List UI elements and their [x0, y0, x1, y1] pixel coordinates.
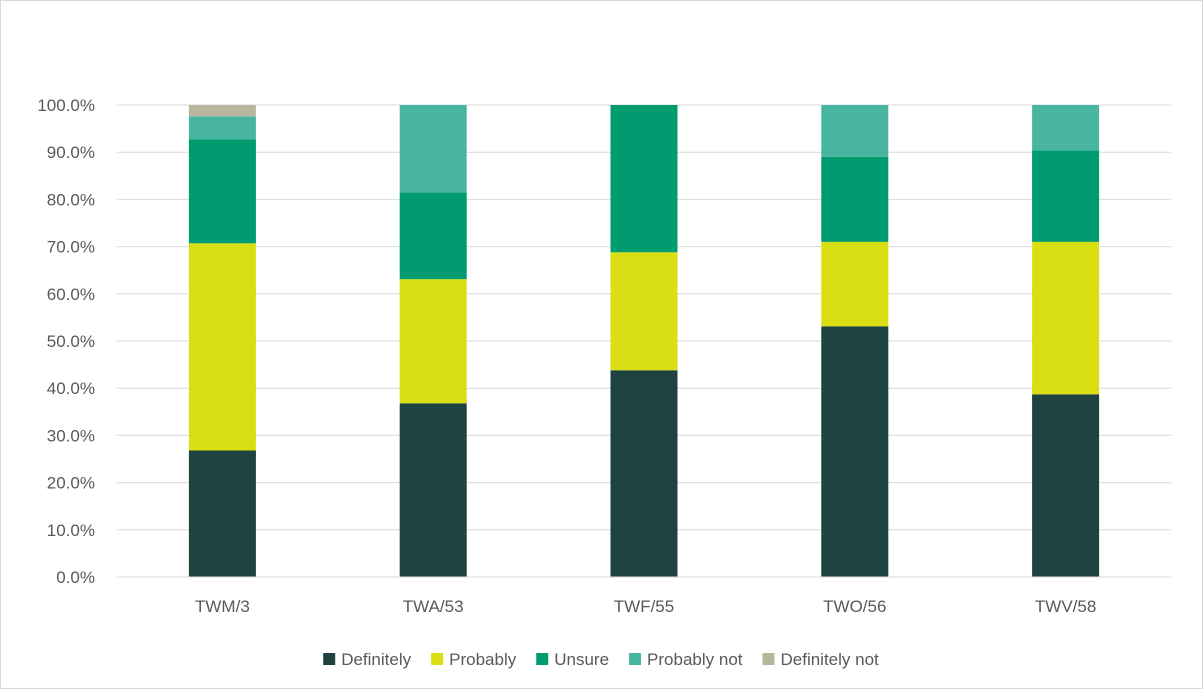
- y-tick-label: 50.0%: [47, 332, 95, 351]
- bar-segment: [821, 105, 889, 157]
- legend-swatch: [629, 653, 642, 665]
- bar-segment: [610, 105, 678, 253]
- bar-segment: [188, 116, 256, 140]
- bar-segment: [1032, 150, 1100, 242]
- legend-item: Definitely not: [762, 650, 880, 669]
- y-tick-label: 20.0%: [47, 474, 95, 493]
- bar-segment: [610, 370, 678, 577]
- bar-segment: [1032, 241, 1100, 395]
- x-axis: TWM/3 TWA/53 TWF/55 TWO/56 TWV/58: [117, 576, 1171, 616]
- x-tick-label: TWO/56: [823, 597, 886, 616]
- bar-segment: [399, 403, 467, 577]
- x-tick-label: TWF/55: [614, 597, 674, 616]
- legend-item: Definitely: [323, 650, 412, 669]
- bar-segment: [188, 139, 256, 244]
- bar-segment: [399, 279, 467, 404]
- bar-segment: [1032, 105, 1100, 151]
- y-tick-label: 60.0%: [47, 285, 95, 304]
- legend-label: Probably: [449, 650, 517, 669]
- legend-label: Unsure: [554, 650, 609, 669]
- y-axis: 0.0% 10.0% 20.0% 30.0% 40.0% 50.0% 60.0% 70.0% 8…: [37, 96, 95, 587]
- legend-swatch: [323, 653, 336, 665]
- legend-item: Probably: [431, 650, 517, 669]
- legend-item: Unsure: [536, 650, 609, 669]
- legend-swatch: [431, 653, 444, 665]
- legend-label: Probably not: [647, 650, 743, 669]
- legend: Definitely Probably Unsure Probably not Defi…: [323, 650, 879, 669]
- bar-segment: [399, 105, 467, 193]
- legend-swatch: [762, 653, 775, 665]
- y-tick-label: 40.0%: [47, 379, 95, 398]
- y-tick-label: 0.0%: [56, 568, 95, 587]
- bar-segment: [821, 241, 889, 327]
- y-tick-label: 10.0%: [47, 521, 95, 540]
- legend-label: Definitely not: [781, 650, 880, 669]
- bar-segment: [188, 450, 256, 577]
- x-tick-label: TWM/3: [195, 597, 250, 616]
- y-tick-label: 30.0%: [47, 426, 95, 445]
- bar-segment: [821, 156, 889, 242]
- bar-segment: [610, 252, 678, 371]
- legend-item: Probably not: [629, 650, 743, 669]
- bar-segment: [188, 243, 256, 451]
- bars: [188, 105, 1100, 577]
- x-tick-label: TWV/58: [1035, 597, 1096, 616]
- bar-segment: [1032, 394, 1100, 577]
- legend-swatch: [536, 653, 549, 665]
- legend-label: Definitely: [341, 650, 411, 669]
- bar-segment: [188, 105, 256, 117]
- y-tick-label: 80.0%: [47, 190, 95, 209]
- y-tick-label: 100.0%: [37, 96, 95, 115]
- y-tick-label: 90.0%: [47, 143, 95, 162]
- bar-segment: [821, 326, 889, 577]
- x-tick-label: TWA/53: [403, 597, 464, 616]
- y-tick-label: 70.0%: [47, 238, 95, 257]
- bar-segment: [399, 192, 467, 280]
